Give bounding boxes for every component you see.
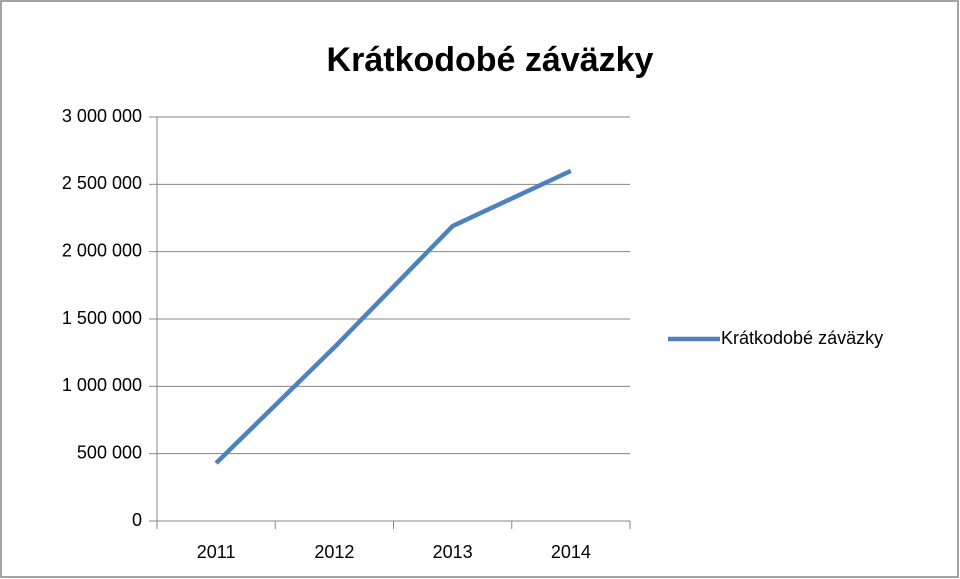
x-tick-label: 2011: [197, 542, 236, 562]
y-tick-label: 0: [132, 510, 142, 530]
line-series: [214, 168, 572, 465]
y-tick-label: 2 000 000: [62, 240, 142, 260]
chart-title: Krátkodobé záväzky: [327, 41, 654, 79]
x-tick-label: 2012: [314, 542, 354, 562]
y-tick-label: 2 500 000: [62, 173, 142, 193]
legend-label: Krátkodobé záväzky: [721, 328, 883, 348]
x-tick-label: 2014: [551, 542, 591, 562]
y-tick-label: 500 000: [77, 442, 142, 462]
y-tick-label: 1 000 000: [62, 375, 142, 395]
x-tick-label: 2013: [433, 542, 473, 562]
y-tick-label: 1 500 000: [62, 308, 142, 328]
y-tick-label: 3 000 000: [62, 106, 142, 126]
